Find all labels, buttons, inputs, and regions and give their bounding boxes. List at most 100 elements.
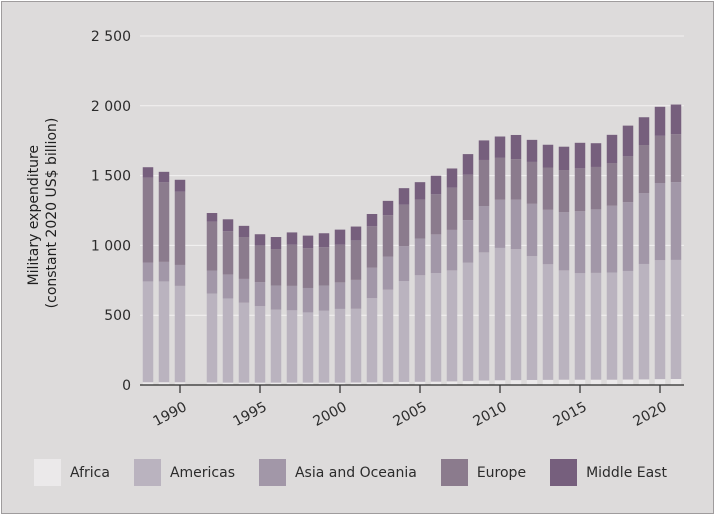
bar-segment [238,278,250,303]
bar-segment [174,382,186,385]
bar-segment [542,167,554,210]
bar-segment [382,382,394,385]
bar-segment [158,382,170,385]
bar-segment [318,382,330,385]
bar-segment [590,209,602,273]
bar-segment [542,144,554,168]
bar-segment [302,287,314,313]
bar-segment [590,166,602,210]
bar-segment [238,382,250,385]
bar-segment [366,382,378,385]
bar-segment [254,282,266,307]
bar-segment [206,213,218,222]
bar-segment [510,380,522,385]
bar-segment [414,275,426,382]
legend-label: Americas [169,464,235,481]
bar-segment [334,282,346,309]
bar-segment [638,117,650,146]
bar-segment [494,136,506,158]
bar-segment [318,247,330,286]
bar-segment [638,193,650,264]
bar-segment [414,199,426,239]
x-axis: 1990 1995 2000 2005 2010 2015 2020 [140,384,684,430]
bar-segment [590,143,602,167]
bar-segment [606,205,618,273]
bar-segment [382,215,394,257]
bar-segment [654,135,666,183]
bar-segment [398,188,410,205]
bar-segment [350,226,362,241]
bar-segment [622,156,634,203]
bar-segment [350,279,362,309]
y-tick-label: 2 500 [91,29,131,45]
bar-segment [430,194,442,235]
bar-segment [270,382,282,385]
bar-segment [398,280,410,382]
x-tick-label: 2000 [311,399,350,430]
bar-segment [670,378,682,385]
bar-segment [350,240,362,280]
x-tick-label: 1990 [151,399,190,430]
bar-segment [414,182,426,200]
bar-segment [670,134,682,183]
bar-segment [430,273,442,382]
legend-swatch [440,459,468,486]
x-tick-label: 2020 [631,399,670,430]
bar-segment [254,234,266,246]
bar-segment [302,382,314,385]
bar-segment [622,202,634,271]
y-tick-label: 1 000 [91,238,131,254]
bar-segment [414,381,426,385]
bar-segment [238,225,250,238]
bar-segment [510,159,522,200]
bar-segment [526,256,538,380]
bar-segment [622,270,634,380]
bar-segment [430,175,442,195]
bar-segment [206,221,218,271]
bar-segment [238,302,250,383]
bar-segment [382,289,394,383]
bar-segment [654,260,666,380]
bar-segment [670,259,682,379]
bar-segment [318,285,330,311]
bar-segment [462,381,474,385]
bar-segment [558,379,570,385]
bar-segment [302,248,314,288]
x-tick-label: 2015 [551,399,590,430]
bar-segment [446,270,458,382]
legend-label: Africa [70,464,110,481]
bar-segment [654,379,666,385]
bar-segment [606,272,618,380]
bar-segment [254,306,266,383]
bar-segment [542,379,554,385]
grid-lines [140,35,684,316]
legend-label: Middle East [586,464,667,481]
bar-segment [302,235,314,249]
bar-segment [558,146,570,171]
y-axis-ticks: 0 500 1 000 1 500 2 000 2 500 [91,29,131,394]
bar-segment [494,199,506,248]
legend-item: Africa [34,459,110,486]
bar-segment [414,238,426,276]
bar-segment [654,106,666,136]
bar-segment [334,308,346,383]
bar-segment [638,263,650,380]
y-axis-title-line-1: Military expenditure [26,145,42,286]
bar-segment [446,229,458,271]
bar-segment [478,140,490,160]
bar-segment [350,382,362,385]
bar-segment [206,382,218,385]
bar-segment [174,191,186,265]
bar-segment [446,168,458,188]
bar-segment [606,134,618,164]
bar-segment [366,213,378,227]
legend-item: Asia and Oceania [258,459,417,486]
bar-segment [542,209,554,265]
bar-segment [222,274,234,299]
bar-segment [270,237,282,250]
bar-segment [334,244,346,283]
y-tick-label: 500 [104,308,131,324]
bar-segment [462,262,474,382]
y-tick-label: 1 500 [91,169,131,185]
bar-segment [398,204,410,247]
